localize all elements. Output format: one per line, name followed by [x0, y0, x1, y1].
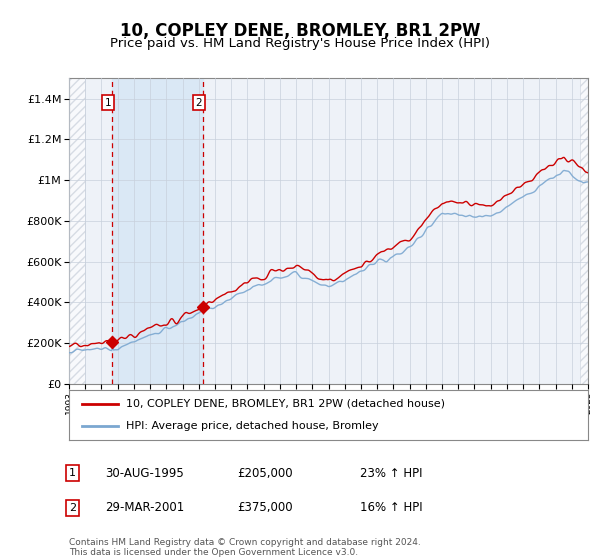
Text: 2: 2	[196, 98, 202, 108]
Text: 2: 2	[69, 503, 76, 513]
Text: Contains HM Land Registry data © Crown copyright and database right 2024.
This d: Contains HM Land Registry data © Crown c…	[69, 538, 421, 557]
Text: 1: 1	[69, 468, 76, 478]
Text: £375,000: £375,000	[237, 501, 293, 515]
Text: 16% ↑ HPI: 16% ↑ HPI	[360, 501, 422, 515]
Text: 29-MAR-2001: 29-MAR-2001	[105, 501, 184, 515]
Bar	[112, 78, 203, 384]
Text: 10, COPLEY DENE, BROMLEY, BR1 2PW: 10, COPLEY DENE, BROMLEY, BR1 2PW	[120, 22, 480, 40]
Text: £205,000: £205,000	[237, 466, 293, 480]
Text: Price paid vs. HM Land Registry's House Price Index (HPI): Price paid vs. HM Land Registry's House …	[110, 37, 490, 50]
Text: 30-AUG-1995: 30-AUG-1995	[105, 466, 184, 480]
Text: 23% ↑ HPI: 23% ↑ HPI	[360, 466, 422, 480]
Text: 10, COPLEY DENE, BROMLEY, BR1 2PW (detached house): 10, COPLEY DENE, BROMLEY, BR1 2PW (detac…	[126, 399, 445, 409]
Text: 1: 1	[105, 98, 112, 108]
Text: HPI: Average price, detached house, Bromley: HPI: Average price, detached house, Brom…	[126, 421, 379, 431]
